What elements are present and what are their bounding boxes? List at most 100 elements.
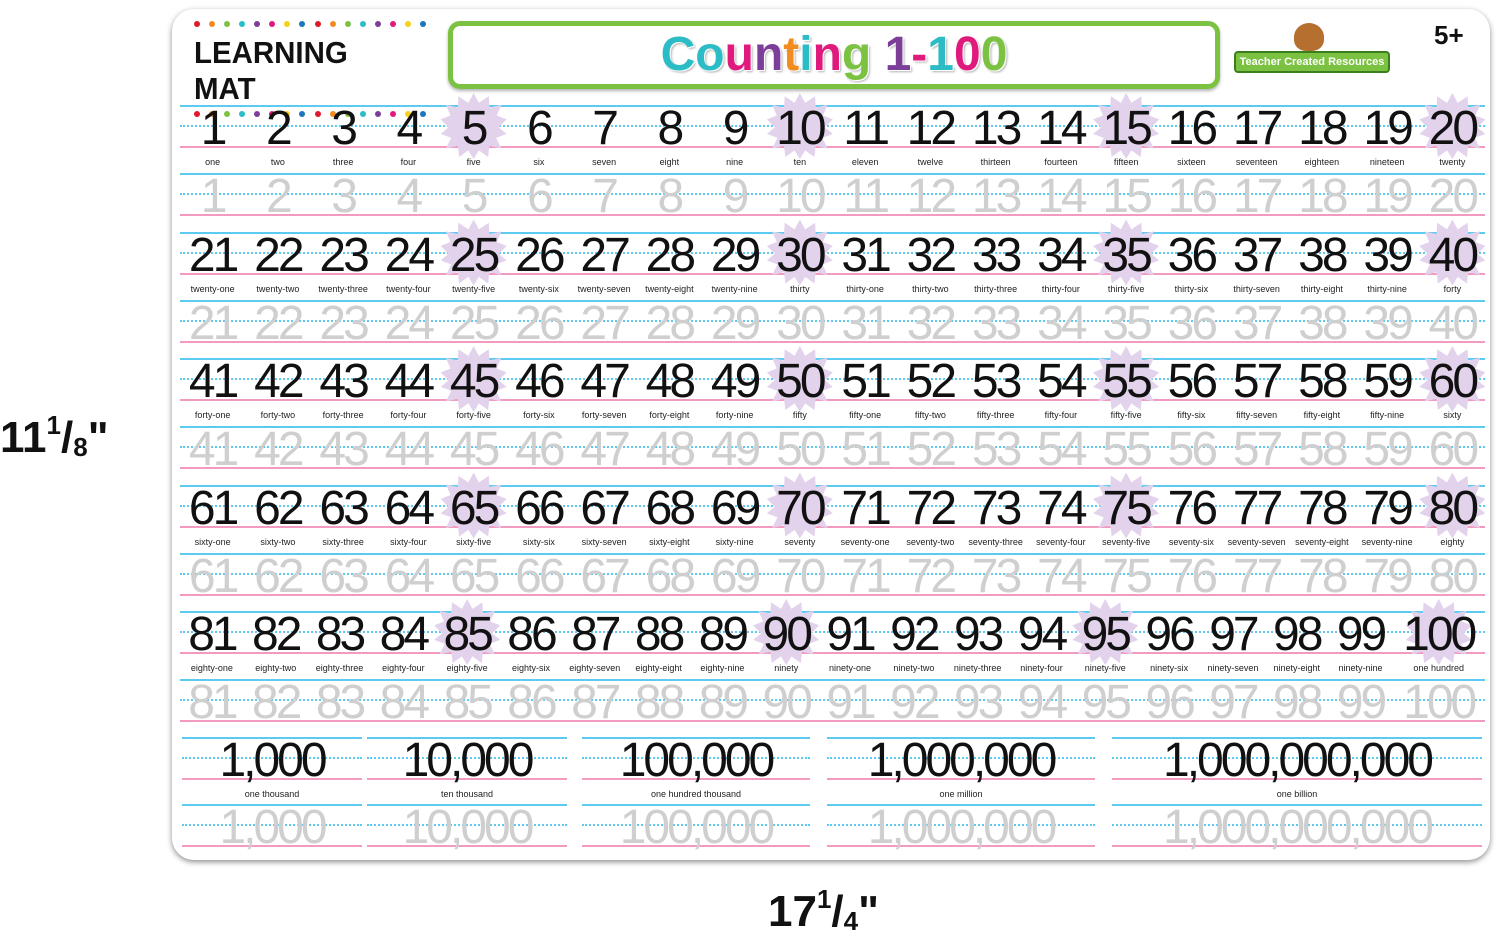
number: 56	[1167, 355, 1218, 408]
number-word: seventy-five	[1102, 536, 1151, 547]
brand-title: LEARNING MAT	[194, 35, 348, 106]
guide-line	[180, 679, 1485, 681]
trace-number: 65	[449, 549, 500, 603]
guide-line	[180, 611, 1485, 613]
trace-cell: 97	[1201, 675, 1265, 731]
number-word: three	[332, 157, 354, 167]
trace-number: 41	[188, 423, 239, 476]
number-cell: 49 forty-nine	[702, 354, 767, 421]
dot-icon	[374, 111, 381, 117]
number-cell: 41 forty-one	[180, 354, 245, 421]
number-cell: 45 forty-five	[440, 346, 507, 421]
number-cell: 8 eight	[637, 101, 702, 168]
guide-line	[1112, 757, 1482, 759]
number-word: sixty-seven	[581, 536, 627, 547]
number-word: ninety-two	[893, 663, 935, 673]
guide-line	[367, 778, 567, 780]
trace-cell: 98	[1265, 675, 1329, 731]
number-cell: 55 fifty-five	[1093, 346, 1160, 421]
writing-guide	[182, 804, 362, 847]
dot-icon	[359, 111, 366, 117]
number: 49	[710, 355, 761, 408]
number-word: eighty-one	[190, 663, 233, 673]
writing-guide	[582, 737, 810, 780]
guide-line	[182, 824, 362, 826]
number-cell: 36 thirty-six	[1159, 228, 1224, 295]
number-cell: 52 fifty-two	[898, 354, 963, 421]
number: 32	[906, 228, 957, 282]
number-word: forty-nine	[715, 410, 754, 420]
dot-icon	[209, 111, 216, 117]
trace-cell: 38	[1289, 296, 1354, 352]
number: 33	[971, 228, 1022, 282]
number-cell: 75 seventy-five	[1093, 472, 1160, 548]
number-cell: 1,000	[182, 800, 362, 856]
trace-cell: 82	[244, 675, 308, 731]
dot-icon	[254, 111, 261, 117]
dot-icon	[224, 111, 231, 117]
trace-number: 94	[1017, 676, 1068, 729]
guide-line	[180, 272, 1485, 275]
trace-cell: 74	[1028, 549, 1093, 605]
trace-cell: 69	[702, 549, 767, 605]
guide-line	[180, 146, 1485, 148]
trace-number: 57	[1232, 423, 1283, 476]
number: 1	[200, 102, 228, 155]
trace-number: 82	[252, 676, 302, 729]
number-cell: 46 forty-six	[506, 354, 571, 421]
number-cell: 48 forty-eight	[637, 354, 702, 421]
trace-cell: 44	[376, 422, 441, 478]
number-word: seventy-seven	[1227, 536, 1286, 547]
trace-cell: 43	[311, 422, 376, 478]
guide-line	[180, 446, 1485, 448]
number-word: seventy-six	[1168, 536, 1214, 547]
number-cell: 77 seventy-seven	[1224, 481, 1289, 548]
guide-line	[582, 778, 810, 780]
guide-line	[180, 426, 1485, 428]
number-cell: 88 eighty-eight	[627, 607, 691, 674]
trace-cell: 3	[311, 169, 376, 225]
trace-cell: 58	[1289, 422, 1354, 478]
trace-number: 17	[1232, 170, 1283, 223]
guide-line	[180, 231, 1485, 234]
number-word: fifty-seven	[1236, 410, 1278, 420]
number-word: sixty-nine	[715, 536, 754, 547]
number-cell: 53 fifty-three	[963, 354, 1028, 421]
number-cell: 56 fifty-six	[1159, 354, 1224, 421]
number-word: five	[466, 157, 481, 167]
trace-number: 88	[634, 676, 685, 729]
number: 90	[762, 608, 813, 661]
trace-number: 76	[1167, 549, 1218, 603]
trace-cell: 72	[898, 549, 963, 605]
number-word: eighty	[1440, 536, 1465, 547]
trace-number: 62	[254, 549, 304, 603]
number: 17	[1232, 102, 1283, 155]
trace-cell: 10	[767, 169, 832, 225]
number-cell: 26 twenty-six	[506, 228, 571, 295]
number-cell: 100,000	[582, 800, 810, 856]
dot-icon	[284, 111, 291, 117]
number-word: seventeen	[1235, 157, 1278, 167]
trace-cell: 18	[1289, 169, 1354, 225]
number-word: fifty-nine	[1370, 410, 1405, 420]
guide-line	[182, 804, 362, 806]
trace-number: 58	[1298, 423, 1348, 476]
number-cell: 5 five	[440, 93, 507, 168]
number-cell: 70 seventy	[766, 472, 833, 548]
title-letter: n	[753, 28, 784, 81]
trace-number: 39	[1363, 296, 1413, 350]
trace-cell: 11	[833, 169, 898, 225]
number-word: forty-five	[456, 410, 491, 420]
number-word: fifty-six	[1177, 410, 1206, 420]
guide-line	[180, 504, 1485, 507]
number-word: twenty-five	[452, 283, 496, 294]
guide-line	[827, 778, 1095, 780]
trace-number: 23	[319, 296, 369, 350]
number-cell: 63 sixty-three	[311, 481, 376, 548]
large-number: 100,000 one hundred thousand	[582, 734, 810, 799]
number-word: ninety	[774, 663, 799, 673]
large-number-cell: 100,000 one hundred thousand	[582, 733, 810, 800]
number-cell: 59 fifty-nine	[1355, 354, 1420, 421]
trace-cell: 28	[637, 296, 702, 352]
trace-cells: 41 42 43 44 45 46 47 48 49 50 51 52 53 54 55 56 57 58 59 60	[180, 422, 1485, 478]
